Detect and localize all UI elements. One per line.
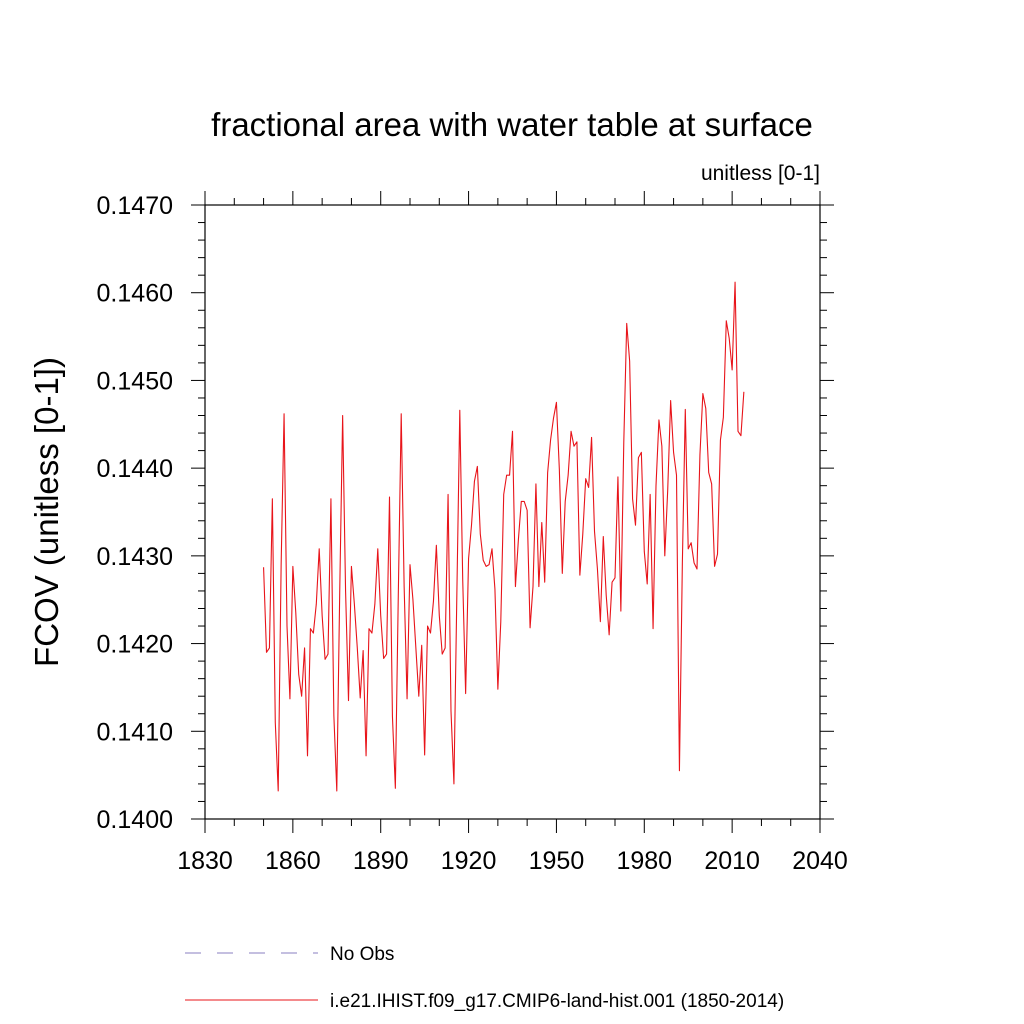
- plot-area: 1830 1860 1890 1920 1950 1980 2010 2040 0.1400 0.…: [97, 191, 848, 875]
- x-tick-label: 1860: [265, 847, 321, 875]
- x-tick-label: 1980: [616, 847, 672, 875]
- axis-ticks: 1830 1860 1890 1920 1950 1980 2010 2040 0.1400 0.…: [97, 191, 848, 875]
- plot-frame: [204, 204, 821, 820]
- y-tick-label: 0.1440: [97, 455, 173, 483]
- x-tick-label: 1890: [353, 847, 409, 875]
- y-tick-label: 0.1410: [97, 718, 173, 746]
- x-tick-label: 1920: [441, 847, 497, 875]
- x-tick-label: 1830: [177, 847, 233, 875]
- y-tick-label: 0.1420: [97, 631, 173, 659]
- chart-subtitle: unitless [0-1]: [701, 162, 820, 185]
- x-tick-label: 2010: [704, 847, 760, 875]
- legend-label-no-obs: No Obs: [330, 944, 394, 965]
- chart-title: fractional area with water table at surf…: [211, 106, 813, 143]
- x-tick-label: 2040: [792, 847, 848, 875]
- x-tick-label: 1950: [529, 847, 585, 875]
- y-axis-label: FCOV (unitless [0-1]): [28, 357, 65, 667]
- series-layer: [263, 281, 745, 792]
- y-tick-label: 0.1430: [97, 543, 173, 571]
- y-tick-label: 0.1470: [97, 192, 173, 220]
- y-tick-label: 0.1400: [97, 806, 173, 834]
- y-tick-label: 0.1450: [97, 367, 173, 395]
- series-line-1: [263, 281, 745, 792]
- y-tick-label: 0.1460: [97, 280, 173, 308]
- legend-label-hist: i.e21.IHIST.f09_g17.CMIP6-land-hist.001 …: [330, 991, 784, 1012]
- legend: No Obs i.e21.IHIST.f09_g17.CMIP6-land-hi…: [185, 944, 784, 1012]
